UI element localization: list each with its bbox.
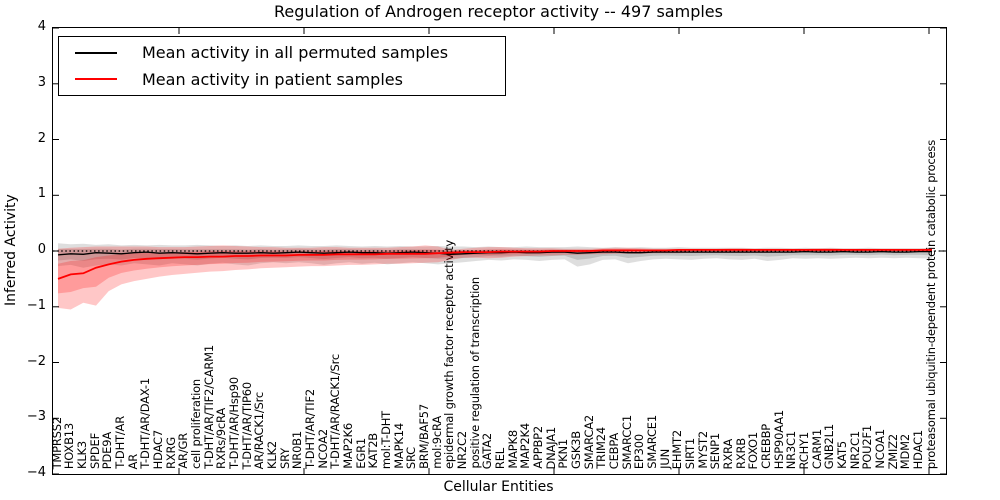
permuted-line-swatch-icon: [75, 51, 117, 54]
chart-title: Regulation of Androgen receptor activity…: [274, 2, 723, 21]
y-tick-label: 0: [37, 242, 46, 257]
chart-canvas: [53, 28, 946, 474]
patient-line-swatch-icon: [75, 78, 117, 81]
x-axis-label: Cellular Entities: [443, 479, 554, 495]
legend-item-permuted: Mean activity in all permuted samples: [59, 40, 505, 66]
y-axis-label: Inferred Activity: [3, 194, 19, 306]
y-tick-label: −3: [26, 409, 46, 425]
legend-label: Mean activity in all permuted samples: [142, 43, 449, 63]
legend-item-patient: Mean activity in patient samples: [59, 66, 505, 92]
y-tick-label: 1: [37, 186, 46, 202]
y-tick-label: 4: [37, 19, 46, 34]
plot-area: [52, 27, 947, 475]
legend-label: Mean activity in patient samples: [142, 69, 403, 89]
legend: Mean activity in all permuted samples Me…: [58, 36, 506, 96]
y-tick-label: 2: [37, 130, 46, 146]
y-tick-label: −2: [26, 353, 46, 369]
y-tick-label: −1: [26, 297, 46, 313]
y-tick-label: 3: [37, 74, 46, 90]
y-tick-label: −4: [26, 465, 46, 480]
